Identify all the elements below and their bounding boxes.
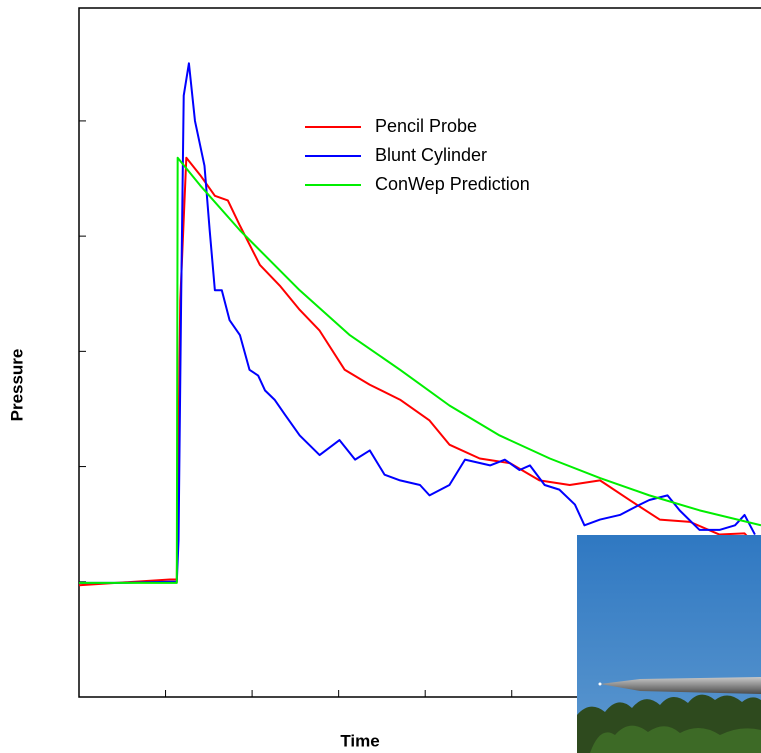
legend-label: Blunt Cylinder: [375, 145, 487, 165]
x-axis-label: Time: [340, 731, 379, 750]
plot-frame: [78, 7, 761, 698]
data-line: [79, 62, 756, 584]
y-axis-label: Pressure: [7, 349, 26, 422]
plot-layer: Pencil Probe Blunt Cylinder ConWep Predict…: [78, 62, 761, 697]
legend-label: ConWep Prediction: [375, 174, 530, 194]
inset-photo: [577, 535, 761, 753]
data-line: [78, 156, 756, 587]
legend-label: Pencil Probe: [375, 116, 477, 136]
data-line: [79, 156, 761, 584]
